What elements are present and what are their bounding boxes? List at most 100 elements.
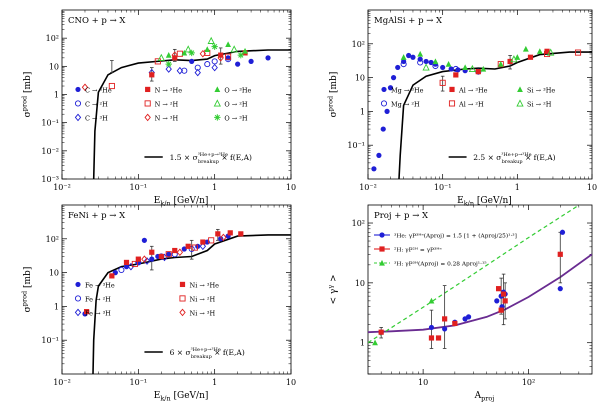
data-point xyxy=(172,247,178,254)
plot-frame xyxy=(367,9,593,180)
panel-2: 10⁻² 10⁻¹ 1 10 10⁻¹ 1 10 10² Ek/n [GeV/n] σprod [… xyxy=(327,9,597,208)
legend: Fe → ³He Ni → ³He Fe → ²H Ni → ²H Fe → ³H Ni … xyxy=(74,281,245,360)
data-point xyxy=(176,50,183,57)
data-point xyxy=(507,58,513,65)
data-point xyxy=(220,233,227,242)
data-point xyxy=(225,41,232,48)
x-tick-label: 1 xyxy=(212,183,217,192)
data-point xyxy=(184,45,192,53)
x-axis-label-main: A xyxy=(474,391,482,401)
data-point xyxy=(131,260,138,268)
curve-legend-factor: 1.5 × σ xyxy=(170,153,198,162)
curve-legend-rest: × f(E,A) xyxy=(212,348,245,357)
y-axis-label-sup: prod xyxy=(21,96,29,111)
data-point xyxy=(432,58,439,65)
model-curve xyxy=(398,51,592,179)
legend-marker xyxy=(74,295,82,302)
y-axis-label-main: < γ xyxy=(329,289,339,305)
data-point xyxy=(165,65,172,73)
data-point xyxy=(494,298,500,304)
legend: C → ³He N → ³He O → ³He C → ²H N → ²H O → ²H C… xyxy=(74,86,252,165)
y-tick-label: 10⁻¹ xyxy=(41,336,59,345)
curve-legend-sup: ³He+p→³He xyxy=(191,347,221,353)
x-axis-label-sub: proj xyxy=(481,395,494,403)
plot-frame xyxy=(367,204,593,375)
x-axis-label: Aproj xyxy=(474,391,495,403)
data-point xyxy=(417,50,424,57)
x-axis-label-unit: [GeV/n] xyxy=(171,196,209,206)
legend: ³He: γP³ᴴᵉ(Aproj) = 1.5 [1 + (Aproj/25)¹… xyxy=(374,232,517,268)
curve-legend-sup: ³He+p→³He xyxy=(501,152,531,158)
data-point xyxy=(157,53,165,61)
data-point xyxy=(442,316,448,322)
legend-marker xyxy=(449,86,455,93)
legend-marker xyxy=(381,86,387,93)
data-point xyxy=(141,255,148,263)
legend-label: Ni → ²H xyxy=(190,295,216,303)
curve-legend-label: 1.5 × σ³He+p→³He breakup × f(E,A) xyxy=(170,152,252,165)
legend-marker xyxy=(214,86,221,93)
data-point xyxy=(475,69,481,75)
y-axis-label-sup: prod xyxy=(327,96,335,111)
y-tick-label: 1 xyxy=(360,339,365,348)
data-point xyxy=(238,231,244,237)
legend-marker xyxy=(379,259,385,266)
data-point xyxy=(390,75,397,81)
legend-marker xyxy=(75,86,81,93)
x-axis-label: Ek/n [GeV/n] xyxy=(457,196,512,208)
data-point xyxy=(400,61,407,68)
legend-marker xyxy=(517,86,523,93)
y-axis-label-main: σ xyxy=(23,306,33,312)
legend-label: Fe → ³He xyxy=(85,281,115,289)
data-point xyxy=(543,50,551,58)
y-tick-label: 10² xyxy=(352,40,365,49)
data-point xyxy=(166,251,172,257)
data-point xyxy=(384,108,390,114)
data-point xyxy=(448,66,454,72)
y-axis-label: σprod [mb] xyxy=(21,72,34,118)
data-point xyxy=(237,51,245,59)
x-axis-label: Ek/n [GeV/n] xyxy=(154,391,209,403)
legend-marker xyxy=(144,100,151,107)
legend-label: Fe → ²H xyxy=(85,295,111,303)
data-point xyxy=(218,236,224,242)
x-tick-label: 10⁻¹ xyxy=(130,378,148,387)
x-tick-label: 10⁻² xyxy=(53,378,71,387)
data-point xyxy=(81,83,89,92)
data-point xyxy=(462,64,469,71)
data-point xyxy=(211,43,218,50)
data-point xyxy=(400,54,407,60)
x-axis-label-unit: [GeV/n] xyxy=(474,196,512,206)
y-tick-label: 1 xyxy=(360,107,365,116)
data-point xyxy=(502,298,508,304)
legend-marker xyxy=(179,281,186,288)
legend-label: Mg → ²H xyxy=(391,100,420,108)
y-tick-label: 10⁻² xyxy=(41,147,59,156)
curve-legend-factor: 6 × σ xyxy=(170,348,191,357)
data-point xyxy=(235,61,241,67)
y-tick-label: 10² xyxy=(352,219,365,228)
y-tick-label: 10⁻¹ xyxy=(347,141,365,150)
x-tick-label: 10 xyxy=(587,183,597,192)
data-point xyxy=(200,239,206,245)
x-axis-label-main: E xyxy=(457,196,464,206)
curve-legend-factor: 2.5 × σ xyxy=(473,153,501,162)
data-point xyxy=(149,256,155,262)
legend-label: ²H: γP²ᴴ = γP³ᴴᵉ xyxy=(394,247,442,254)
x-tick-label: 10⁻² xyxy=(53,183,71,192)
data-point xyxy=(468,64,477,73)
data-point xyxy=(428,324,435,331)
data-point xyxy=(208,237,215,244)
plot-area xyxy=(371,45,592,179)
data-point xyxy=(428,297,435,304)
x-tick-label: 10⁻¹ xyxy=(130,183,148,192)
minor-ticks xyxy=(368,10,592,179)
data-point xyxy=(423,58,429,65)
data-point xyxy=(242,47,248,54)
data-point xyxy=(225,53,232,60)
legend-label: Ni → ³He xyxy=(190,281,220,289)
data-point xyxy=(149,72,155,78)
data-point xyxy=(165,251,172,258)
data-point xyxy=(440,64,446,71)
data-point xyxy=(176,248,184,257)
